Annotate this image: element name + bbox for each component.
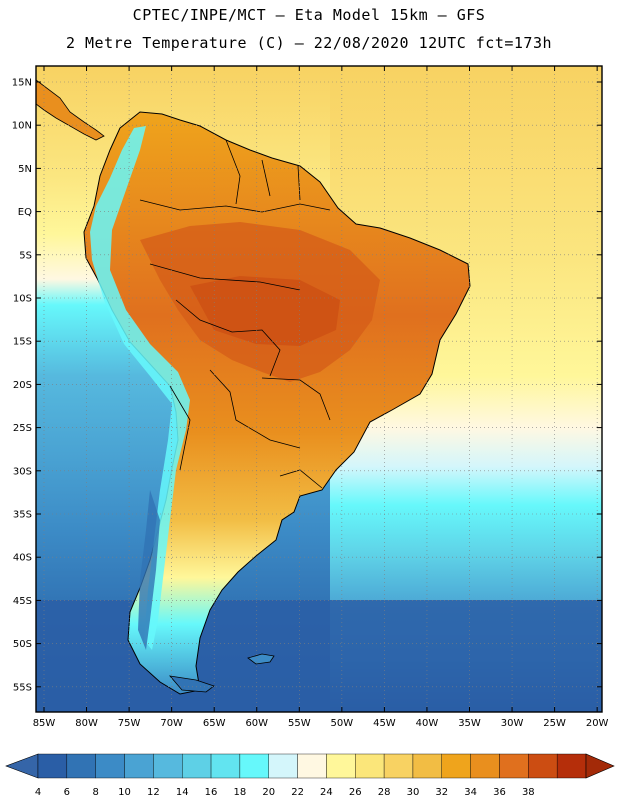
lon-label: 75W <box>118 718 141 729</box>
lon-label: 80W <box>75 718 98 729</box>
colorbar-swatch <box>556 753 587 779</box>
lat-label: 15N <box>12 78 32 89</box>
colorbar-tick-label: 26 <box>349 787 362 798</box>
colorbar-swatch <box>499 753 529 779</box>
lat-label: 5N <box>18 164 32 175</box>
colorbar-swatch <box>66 753 96 779</box>
colorbar-tick-label: 36 <box>493 787 506 798</box>
andes-cool-strip <box>90 126 190 650</box>
falkland-islands <box>247 653 275 665</box>
lon-label: 65W <box>203 718 226 729</box>
colorbar-swatch <box>153 753 183 779</box>
lon-label: 55W <box>288 718 311 729</box>
colorbar: 4 6 8 10 12 14 16 18 20 22 24 26 28 30 32 34 36 38 <box>5 753 615 798</box>
title-line-2: 2 Metre Temperature (C) – 22/08/2020 12U… <box>65 34 553 52</box>
lat-label: 25S <box>13 423 32 434</box>
lon-label: 70W <box>160 718 183 729</box>
lat-label: 40S <box>13 553 32 564</box>
colorbar-swatch <box>441 753 471 779</box>
lon-label: 45W <box>373 718 396 729</box>
map-frame <box>35 65 603 713</box>
lat-label: 10N <box>12 121 32 132</box>
colorbar-swatch <box>412 753 442 779</box>
colorbar-tick-label: 28 <box>378 787 391 798</box>
colorbar-tick-label: 20 <box>262 787 275 798</box>
lat-label: 55S <box>13 682 32 693</box>
lon-label: 50W <box>331 718 354 729</box>
lat-label: EQ <box>18 207 32 218</box>
lat-label: 30S <box>13 466 32 477</box>
lon-label: 35W <box>458 718 481 729</box>
colorbar-tick-label: 32 <box>435 787 448 798</box>
colorbar-over-triangle <box>585 753 615 779</box>
lon-label: 20W <box>586 718 609 729</box>
colorbar-tick-label: 18 <box>234 787 247 798</box>
colorbar-swatch <box>182 753 212 779</box>
lon-label: 30W <box>501 718 524 729</box>
colorbar-tick-label: 16 <box>205 787 218 798</box>
lat-label: 5S <box>19 250 32 261</box>
colorbar-tick-label: 38 <box>522 787 535 798</box>
lon-label: 60W <box>245 718 268 729</box>
colorbar-swatch <box>470 753 500 779</box>
colorbar-swatch <box>528 753 558 779</box>
title-line-1: CPTEC/INPE/MCT – Eta Model 15km – GFS <box>132 6 486 24</box>
colorbar-swatch <box>268 753 298 779</box>
colorbar-swatch <box>239 753 269 779</box>
colorbar-tick-label: 12 <box>147 787 160 798</box>
tierra-del-fuego <box>168 675 215 693</box>
lat-label: 10S <box>13 294 32 305</box>
colorbar-tick-label: 6 <box>64 787 70 798</box>
colorbar-under-triangle <box>5 753 39 779</box>
colorbar-swatch <box>95 753 125 779</box>
colorbar-tick-label: 10 <box>118 787 131 798</box>
colorbar-swatch <box>210 753 241 779</box>
colorbar-swatch <box>124 753 154 779</box>
colorbar-tick-label: 34 <box>464 787 477 798</box>
colorbar-tick-label: 4 <box>35 787 41 798</box>
colorbar-swatch <box>37 753 68 779</box>
lat-label: 35S <box>13 510 32 521</box>
lon-label: 85W <box>33 718 56 729</box>
colorbar-tick-label: 24 <box>320 787 333 798</box>
longitude-axis: 85W 80W 75W 70W 65W 60W 55W 50W 45W 40W 35W 30W 25W 2… <box>33 66 609 729</box>
colorbar-tick-label: 14 <box>176 787 189 798</box>
hottest-core <box>190 276 340 346</box>
lat-label: 15S <box>13 337 32 348</box>
colorbar-tick-label: 8 <box>92 787 98 798</box>
lon-label: 40W <box>416 718 439 729</box>
lon-label: 25W <box>543 718 566 729</box>
ocean-south-cold <box>36 600 602 712</box>
lat-label: 50S <box>13 639 32 650</box>
colorbar-swatch <box>355 753 385 779</box>
lat-label: 20S <box>13 380 32 391</box>
patagonian-andes-cold <box>138 490 160 650</box>
colorbar-tick-label: 30 <box>407 787 420 798</box>
map-plot-area <box>36 66 602 712</box>
colorbar-tick-label: 22 <box>291 787 304 798</box>
colorbar-swatch <box>326 753 356 779</box>
colorbar-swatch <box>383 753 414 779</box>
lat-label: 45S <box>13 596 32 607</box>
latitude-axis: 15N 10N 5N EQ 5S 10S 15S 20S 25S 30S 35S 40S 45S 50S 5… <box>12 78 602 693</box>
colorbar-swatch <box>297 753 327 779</box>
